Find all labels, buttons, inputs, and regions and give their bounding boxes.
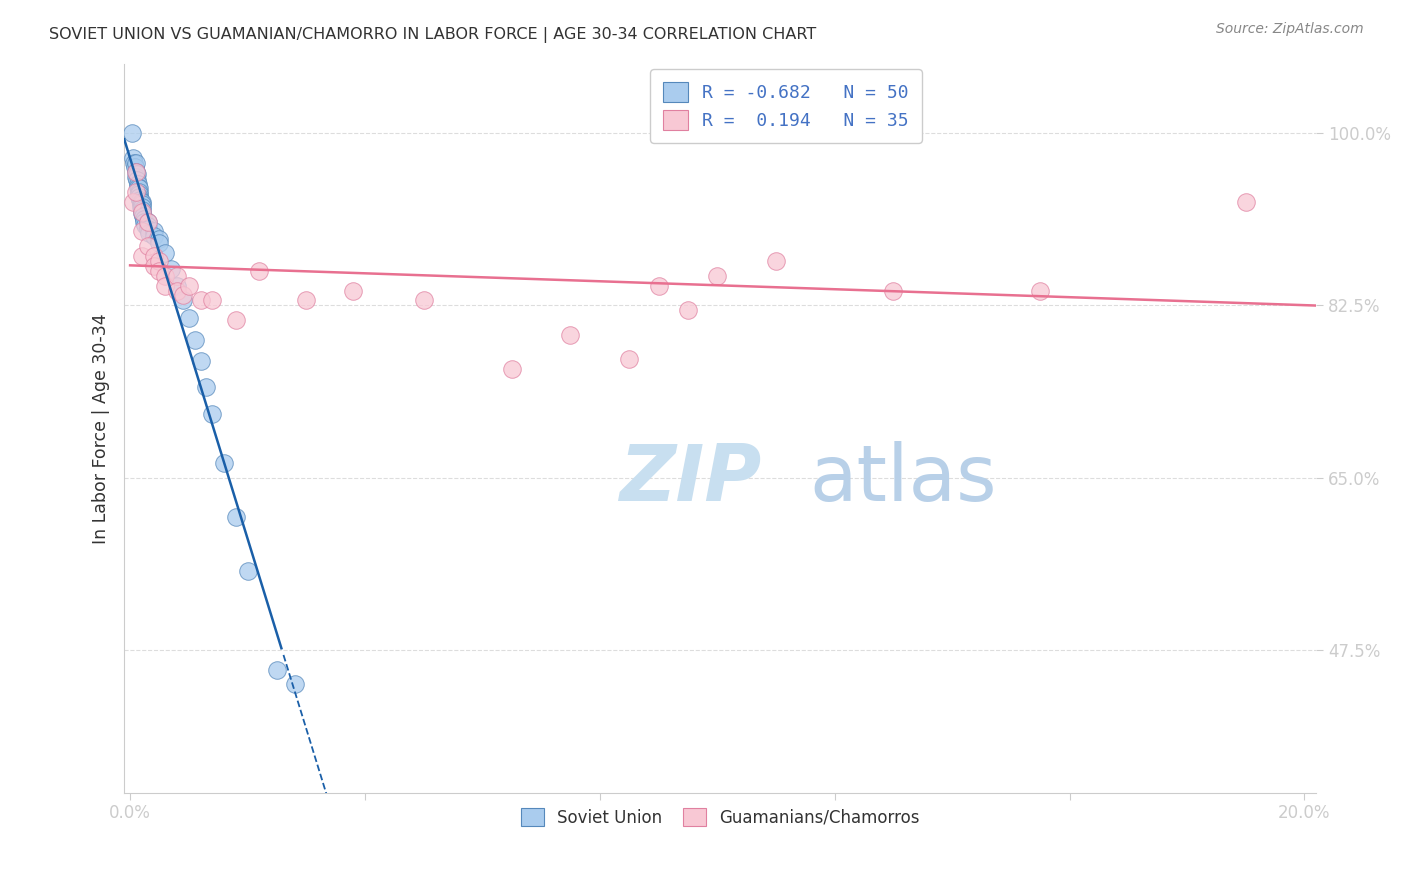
Text: Source: ZipAtlas.com: Source: ZipAtlas.com	[1216, 22, 1364, 37]
Point	[201, 293, 224, 308]
Point	[127, 173, 149, 187]
Point	[134, 218, 156, 232]
Point	[122, 151, 145, 165]
Point	[1029, 284, 1052, 298]
Point	[129, 200, 152, 214]
Point	[125, 165, 148, 179]
Point	[225, 313, 247, 327]
Point	[132, 211, 155, 226]
Point	[131, 249, 153, 263]
Point	[125, 165, 148, 179]
Point	[212, 456, 235, 470]
Point	[128, 190, 150, 204]
Point	[148, 254, 170, 268]
Point	[195, 380, 218, 394]
Point	[131, 204, 153, 219]
Point	[131, 194, 153, 209]
Point	[155, 268, 177, 283]
Point	[183, 333, 205, 347]
Point	[136, 239, 159, 253]
Point	[127, 180, 149, 194]
Point	[127, 177, 149, 191]
Text: atlas: atlas	[810, 442, 997, 517]
Point	[295, 293, 318, 308]
Point	[706, 268, 728, 283]
Y-axis label: In Labor Force | Age 30-34: In Labor Force | Age 30-34	[93, 313, 110, 543]
Point	[155, 246, 177, 260]
Point	[283, 677, 305, 691]
Point	[166, 278, 188, 293]
Point	[127, 167, 149, 181]
Text: SOVIET UNION VS GUAMANIAN/CHAMORRO IN LABOR FORCE | AGE 30-34 CORRELATION CHART: SOVIET UNION VS GUAMANIAN/CHAMORRO IN LA…	[49, 27, 817, 43]
Point	[134, 214, 156, 228]
Point	[177, 311, 200, 326]
Point	[131, 205, 153, 219]
Point	[201, 407, 224, 421]
Point	[129, 197, 152, 211]
Point	[160, 261, 183, 276]
Point	[225, 510, 247, 524]
Point	[132, 209, 155, 223]
Legend: Soviet Union, Guamanians/Chamorros: Soviet Union, Guamanians/Chamorros	[512, 800, 928, 835]
Point	[131, 197, 153, 211]
Point	[125, 170, 148, 185]
Point	[166, 284, 188, 298]
Point	[142, 224, 165, 238]
Point	[676, 303, 699, 318]
Point	[190, 293, 212, 308]
Point	[129, 193, 152, 207]
Point	[342, 284, 364, 298]
Point	[172, 288, 194, 302]
Point	[619, 352, 641, 367]
Point	[148, 264, 170, 278]
Point	[131, 202, 153, 217]
Point	[155, 278, 177, 293]
Point	[765, 254, 787, 268]
Point	[128, 185, 150, 199]
Point	[125, 155, 148, 169]
Point	[266, 663, 288, 677]
Point	[560, 327, 582, 342]
Point	[142, 259, 165, 273]
Point	[136, 214, 159, 228]
Point	[142, 249, 165, 263]
Point	[647, 278, 669, 293]
Point	[131, 200, 153, 214]
Point	[166, 268, 188, 283]
Point	[128, 181, 150, 195]
Point	[247, 264, 270, 278]
Point	[128, 187, 150, 202]
Point	[136, 222, 159, 236]
Point	[124, 161, 146, 175]
Point	[236, 564, 259, 578]
Point	[882, 284, 904, 298]
Point	[131, 224, 153, 238]
Point	[136, 219, 159, 233]
Text: ZIP: ZIP	[619, 442, 761, 517]
Point	[177, 278, 200, 293]
Point	[129, 194, 152, 209]
Point	[125, 185, 148, 199]
Point	[190, 354, 212, 368]
Point	[138, 227, 160, 241]
Point	[148, 236, 170, 251]
Point	[148, 232, 170, 246]
Point	[501, 362, 523, 376]
Point	[412, 293, 434, 308]
Point	[136, 214, 159, 228]
Point	[121, 126, 143, 140]
Point	[172, 293, 194, 308]
Point	[122, 155, 145, 169]
Point	[142, 229, 165, 244]
Point	[1234, 194, 1257, 209]
Point	[122, 194, 145, 209]
